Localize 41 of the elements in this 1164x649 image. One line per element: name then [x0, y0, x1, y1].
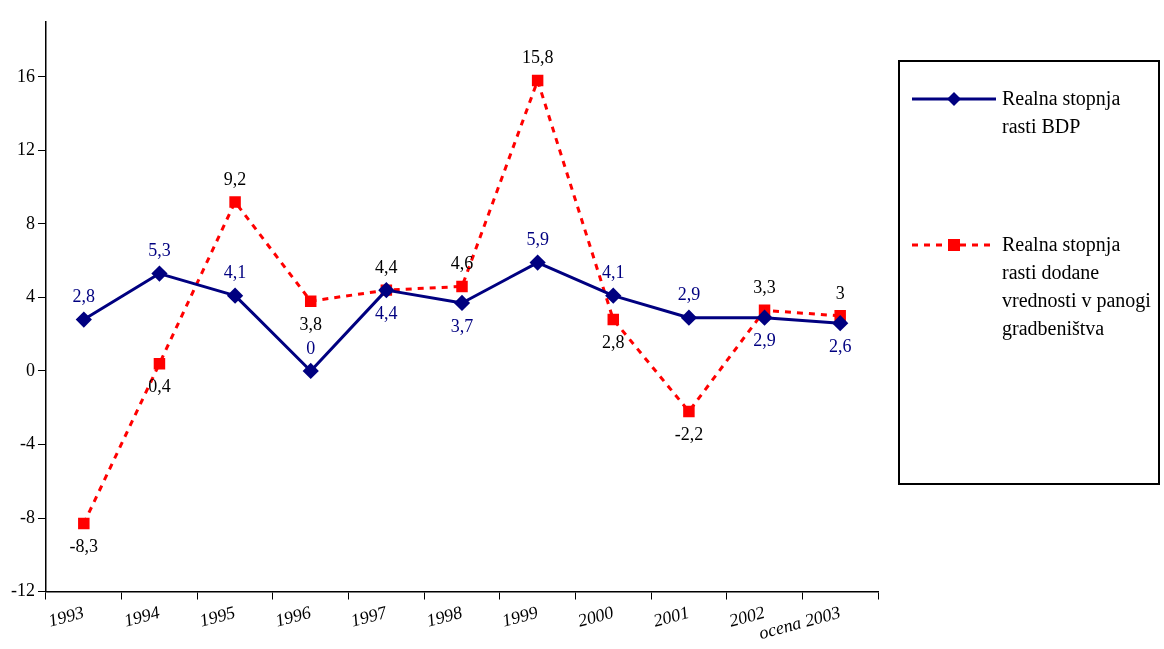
x-tick-label: 1996	[273, 602, 313, 631]
data-label: -8,3	[69, 536, 99, 557]
data-label: 2,8	[72, 286, 96, 307]
y-tick-label: 12	[16, 139, 35, 160]
x-tick-label: 1998	[424, 602, 465, 631]
data-label: 4,4	[375, 256, 398, 277]
data-label: 0,4	[148, 376, 171, 397]
legend-label: Realna stopnja rasti BDP	[1002, 86, 1122, 139]
y-tick-label: -8	[19, 506, 35, 527]
data-label: 4,6	[450, 253, 474, 274]
data-label: 3,8	[299, 313, 322, 334]
data-label: 9,2	[223, 168, 247, 189]
data-label: 0	[306, 337, 316, 358]
data-label: -2,2	[674, 424, 704, 445]
y-tick-label: 4	[25, 286, 35, 307]
data-label: 15,8	[521, 47, 554, 68]
x-tick-label: 1997	[348, 601, 390, 631]
x-tick-label: 2000	[575, 602, 616, 631]
y-tick-label: 8	[25, 212, 35, 233]
x-tick-label: 2001	[651, 602, 692, 631]
legend-label: Realna stopnja rasti dodane vrednosti v panogi gradbeništva	[1002, 232, 1152, 342]
data-label: 4,1	[602, 262, 625, 283]
data-label: 2,6	[828, 335, 852, 356]
data-label: 2,8	[602, 332, 625, 353]
x-tick-label: 1995	[197, 602, 238, 631]
data-label: 4,1	[223, 262, 247, 283]
data-label: 5,3	[148, 240, 171, 261]
y-tick-label: 0	[25, 359, 35, 380]
data-label: 3,3	[753, 277, 776, 298]
data-label: 2,9	[677, 284, 701, 305]
data-label: 3	[835, 282, 845, 303]
y-tick-label: 16	[16, 65, 35, 86]
y-tick-label: -4	[19, 433, 35, 454]
data-label: 3,7	[450, 315, 474, 336]
x-tick-label: 1993	[46, 602, 87, 631]
y-tick-label: -12	[10, 580, 35, 601]
data-label: 4,4	[375, 302, 398, 323]
data-label: 2,9	[753, 330, 776, 351]
x-tick-label: 1994	[121, 602, 162, 631]
x-tick-label: 1999	[499, 602, 540, 631]
data-label: 5,9	[526, 229, 549, 250]
